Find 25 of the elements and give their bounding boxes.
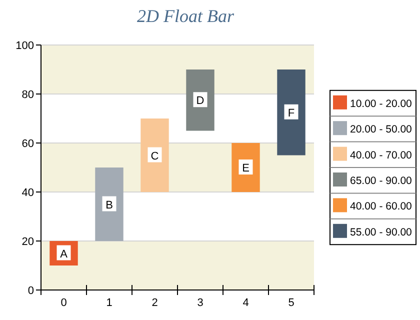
x-tick-label: 3 (197, 297, 204, 309)
annotation: E (242, 162, 250, 174)
legend-label: 20.00 - 50.00 (350, 124, 412, 136)
annotation: F (288, 107, 295, 120)
annotation: A (60, 248, 68, 260)
legend-label: 40.00 - 60.00 (350, 200, 412, 213)
x-tick-label: 1 (106, 297, 112, 309)
y-tick-label: 80 (22, 89, 34, 101)
legend-label: 40.00 - 70.00 (350, 149, 412, 162)
legend-label: 55.00 - 90.00 (350, 226, 412, 238)
y-tick-label: 60 (22, 138, 34, 150)
x-tick-label: 0 (60, 297, 67, 309)
y-tick-label: 100 (16, 40, 34, 52)
y-tick-label: 0 (28, 285, 34, 297)
x-tick-label: 2 (152, 297, 158, 309)
annotation: B (106, 199, 113, 212)
chart-title: 2D Float Bar (137, 6, 235, 26)
x-tick-label: 5 (288, 297, 294, 309)
y-tick-label: 40 (22, 187, 34, 199)
legend-label: 65.00 - 90.00 (350, 175, 412, 187)
y-tick-label: 20 (22, 236, 34, 248)
legend-label: 10.00 - 20.00 (350, 98, 412, 110)
x-tick-label: 4 (242, 297, 249, 309)
annotation: D (196, 95, 204, 108)
annotation: C (150, 150, 159, 162)
